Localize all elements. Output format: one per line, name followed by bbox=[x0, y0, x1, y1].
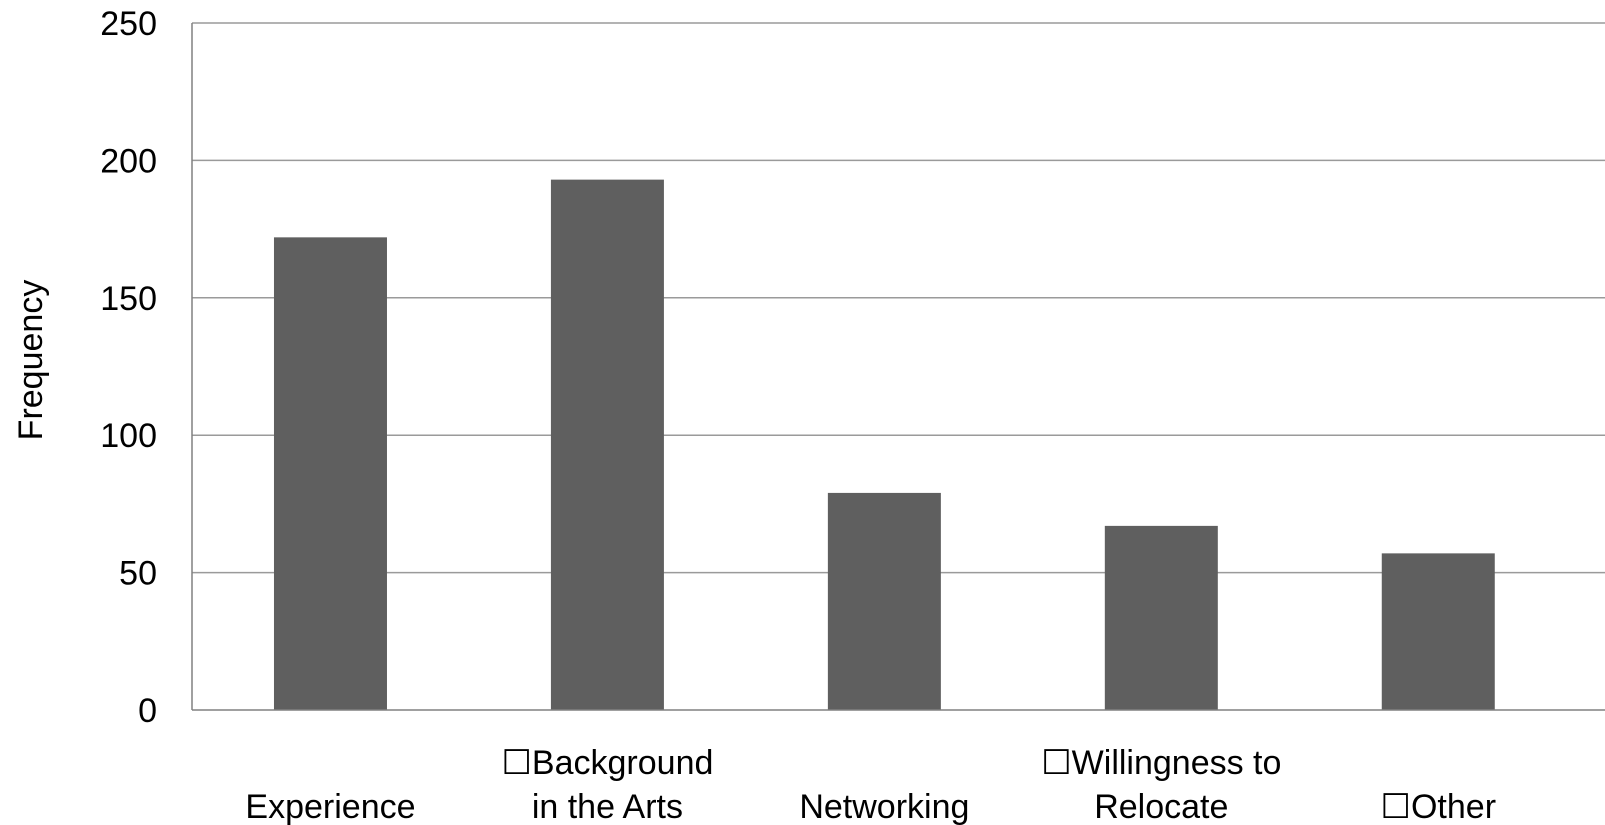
y-tick-label: 0 bbox=[138, 692, 157, 730]
x-category-label-line: Networking bbox=[799, 788, 969, 825]
x-category-label-line: in the Arts bbox=[532, 788, 683, 825]
x-axis-category-labels: Experience ☐Background in the Arts Networki… bbox=[245, 744, 1496, 825]
x-category-label: Networking bbox=[799, 788, 969, 825]
x-category-label-line: Experience bbox=[245, 788, 415, 825]
y-tick-label: 200 bbox=[100, 142, 157, 180]
bar bbox=[827, 492, 941, 710]
bar bbox=[273, 237, 387, 710]
x-category-label: ☐Background in the Arts bbox=[501, 744, 713, 825]
x-category-label: ☐Other bbox=[1381, 788, 1497, 825]
y-axis-tick-labels: 0 50 100 150 200 250 bbox=[100, 5, 157, 730]
y-tick-label: 100 bbox=[100, 417, 157, 455]
y-tick-label: 150 bbox=[100, 280, 157, 318]
bar bbox=[1104, 525, 1218, 710]
x-category-label-line: Relocate bbox=[1094, 788, 1228, 825]
x-category-label-line: ☐Background bbox=[501, 744, 713, 782]
bars bbox=[273, 179, 1495, 711]
axes bbox=[191, 23, 1605, 711]
x-category-label: ☐Willingness to Relocate bbox=[1041, 744, 1281, 825]
y-axis-title: Frequency bbox=[12, 280, 50, 441]
x-category-label: Experience bbox=[245, 788, 415, 825]
gridlines bbox=[192, 22, 1605, 574]
x-category-label-line: ☐Other bbox=[1381, 788, 1497, 825]
x-category-label-line: ☐Willingness to bbox=[1041, 744, 1281, 782]
y-tick-label: 50 bbox=[119, 555, 157, 593]
bar bbox=[550, 179, 664, 711]
y-tick-label: 250 bbox=[100, 5, 157, 43]
bar bbox=[1381, 553, 1495, 710]
